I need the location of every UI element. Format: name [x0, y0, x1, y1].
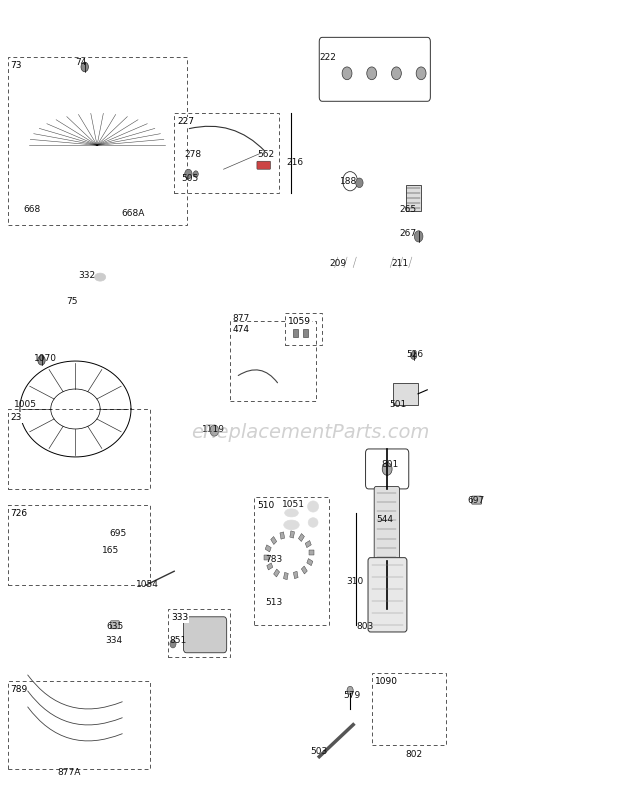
Text: 877: 877 — [233, 314, 250, 323]
Bar — [307, 558, 313, 565]
Circle shape — [416, 67, 426, 79]
Text: 165: 165 — [102, 546, 119, 555]
Circle shape — [410, 351, 417, 359]
Text: 333: 333 — [171, 613, 188, 622]
Text: 265: 265 — [399, 205, 417, 213]
Text: 23: 23 — [11, 413, 22, 422]
Text: 75: 75 — [66, 298, 78, 306]
Bar — [290, 531, 294, 538]
Text: 1119: 1119 — [202, 425, 225, 434]
Text: 851: 851 — [169, 636, 187, 646]
Circle shape — [185, 169, 192, 179]
FancyBboxPatch shape — [368, 557, 407, 632]
Text: 510: 510 — [257, 501, 275, 510]
Bar — [273, 569, 280, 577]
Text: 1005: 1005 — [14, 399, 37, 409]
Ellipse shape — [308, 501, 319, 512]
Text: 668: 668 — [23, 205, 40, 214]
Circle shape — [342, 67, 352, 79]
Bar — [303, 329, 308, 337]
Text: 474: 474 — [233, 325, 250, 334]
Text: 332: 332 — [79, 271, 95, 280]
FancyBboxPatch shape — [257, 161, 270, 169]
Bar — [293, 571, 298, 578]
Bar — [309, 550, 314, 555]
Ellipse shape — [285, 509, 298, 516]
Text: 334: 334 — [105, 636, 122, 646]
Ellipse shape — [308, 517, 318, 527]
Text: 789: 789 — [11, 685, 28, 694]
Text: 783: 783 — [265, 555, 283, 564]
Circle shape — [81, 62, 89, 71]
Text: 503: 503 — [310, 747, 327, 755]
Text: 1051: 1051 — [281, 500, 304, 509]
Circle shape — [347, 687, 353, 695]
Text: 635: 635 — [106, 622, 123, 631]
Bar — [264, 555, 269, 560]
Text: 695: 695 — [109, 529, 126, 538]
Text: 668A: 668A — [122, 209, 145, 218]
FancyBboxPatch shape — [405, 185, 421, 211]
Text: 501: 501 — [389, 400, 406, 410]
Circle shape — [414, 231, 423, 242]
Circle shape — [391, 67, 401, 79]
Text: 801: 801 — [381, 460, 398, 469]
Circle shape — [367, 67, 377, 79]
Text: 209: 209 — [330, 259, 347, 268]
Bar — [301, 566, 308, 574]
Circle shape — [193, 171, 198, 177]
Text: 1054: 1054 — [136, 581, 159, 589]
Text: 1070: 1070 — [33, 354, 56, 363]
Text: 188: 188 — [340, 176, 357, 186]
Bar — [280, 532, 285, 539]
Bar — [283, 573, 288, 580]
FancyBboxPatch shape — [110, 621, 119, 629]
Text: eReplacementParts.com: eReplacementParts.com — [191, 423, 429, 443]
Ellipse shape — [95, 273, 105, 282]
Text: 227: 227 — [177, 117, 194, 126]
Text: 310: 310 — [346, 577, 363, 586]
Text: 726: 726 — [11, 509, 28, 518]
Bar — [267, 563, 273, 570]
Circle shape — [382, 463, 392, 476]
Text: 216: 216 — [286, 158, 303, 168]
Text: 877A: 877A — [57, 768, 81, 777]
Text: 505: 505 — [182, 173, 199, 183]
FancyBboxPatch shape — [472, 496, 482, 504]
Bar — [305, 541, 311, 548]
Bar — [271, 537, 277, 545]
Text: 544: 544 — [376, 515, 393, 524]
Circle shape — [38, 355, 45, 365]
Text: 1059: 1059 — [288, 317, 311, 326]
Bar — [298, 533, 304, 541]
Circle shape — [356, 178, 363, 188]
Text: 513: 513 — [265, 598, 283, 607]
Circle shape — [170, 640, 176, 648]
Text: 222: 222 — [319, 53, 336, 62]
Bar — [265, 545, 271, 552]
FancyBboxPatch shape — [184, 617, 227, 653]
Text: 278: 278 — [185, 150, 202, 160]
Text: 267: 267 — [399, 229, 417, 238]
Text: 803: 803 — [356, 622, 373, 631]
Text: 579: 579 — [343, 691, 361, 699]
Text: 73: 73 — [11, 61, 22, 71]
Text: 211: 211 — [391, 259, 409, 268]
Text: 526: 526 — [406, 350, 423, 359]
Text: 1090: 1090 — [375, 677, 398, 686]
Ellipse shape — [284, 520, 299, 529]
FancyBboxPatch shape — [393, 383, 418, 405]
FancyBboxPatch shape — [374, 487, 399, 563]
Text: 697: 697 — [467, 496, 485, 505]
Text: 74: 74 — [76, 58, 87, 67]
Bar — [293, 329, 298, 337]
Text: 802: 802 — [405, 750, 423, 759]
Text: 562: 562 — [257, 150, 275, 160]
Circle shape — [210, 425, 219, 436]
